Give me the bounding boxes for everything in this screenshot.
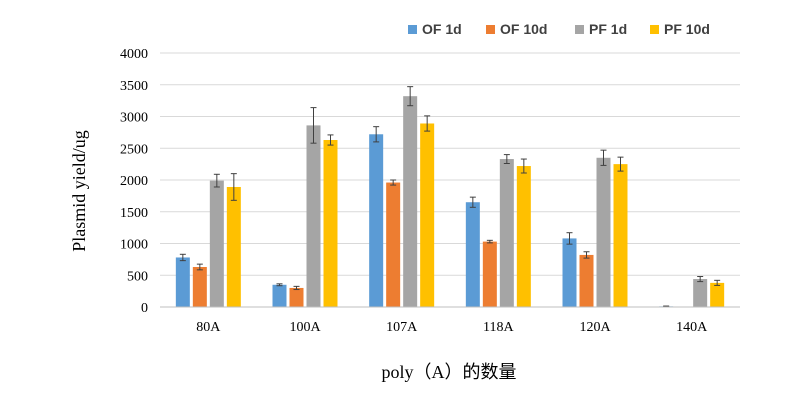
- y-tick-label: 1000: [120, 238, 148, 253]
- legend: OF 1d OF 10d PF 1d PF 10d: [408, 21, 710, 37]
- bar: [289, 287, 304, 307]
- bars: [175, 86, 725, 308]
- bar: [369, 134, 384, 307]
- legend-label: PF 1d: [589, 21, 627, 37]
- x-axis-title: poly（A）的数量: [382, 362, 517, 382]
- x-tick-label: 120A: [579, 320, 611, 335]
- bar: [175, 257, 190, 307]
- bar: [272, 284, 287, 307]
- bar: [482, 241, 497, 307]
- bar: [403, 96, 418, 308]
- y-tick-label: 2500: [120, 142, 148, 157]
- x-tick-label: 80A: [196, 320, 221, 335]
- x-tick-label: 140A: [676, 320, 708, 335]
- y-axis-title: Plasmid yield/ug: [69, 130, 89, 252]
- legend-label: PF 10d: [664, 21, 710, 37]
- bar: [596, 157, 611, 307]
- bar: [693, 279, 708, 307]
- y-tick-label: 0: [141, 301, 148, 316]
- y-tick-label: 3500: [120, 79, 148, 94]
- legend-swatch: [650, 25, 659, 34]
- bar: [516, 166, 531, 307]
- bar: [579, 254, 594, 307]
- bar: [209, 180, 224, 307]
- y-tick-label: 2000: [120, 174, 148, 189]
- bar: [192, 266, 207, 307]
- legend-label: OF 10d: [500, 21, 547, 37]
- bar: [465, 202, 480, 307]
- bar: [226, 186, 241, 307]
- bar: [306, 125, 321, 307]
- x-tick-label: 100A: [289, 320, 321, 335]
- x-tick-label: 118A: [483, 320, 514, 335]
- y-tick-label: 3000: [120, 111, 148, 126]
- y-tick-label: 4000: [120, 47, 148, 62]
- legend-label: OF 1d: [422, 21, 462, 37]
- bar: [613, 164, 628, 307]
- x-tick-label: 107A: [386, 320, 418, 335]
- y-tick-label: 1500: [120, 206, 148, 221]
- bar: [562, 238, 577, 307]
- legend-swatch: [486, 25, 495, 34]
- axes: 0 500 1000 1500 2000 2500 3000 3500 4000 80A 100A 1…: [120, 47, 740, 335]
- bar: [499, 159, 514, 307]
- legend-swatch: [575, 25, 584, 34]
- bar: [323, 139, 338, 307]
- legend-swatch: [408, 25, 417, 34]
- gridlines: [160, 52, 740, 276]
- y-tick-label: 500: [127, 269, 148, 284]
- bar: [710, 282, 725, 307]
- bar: [386, 182, 401, 307]
- bar: [420, 123, 435, 307]
